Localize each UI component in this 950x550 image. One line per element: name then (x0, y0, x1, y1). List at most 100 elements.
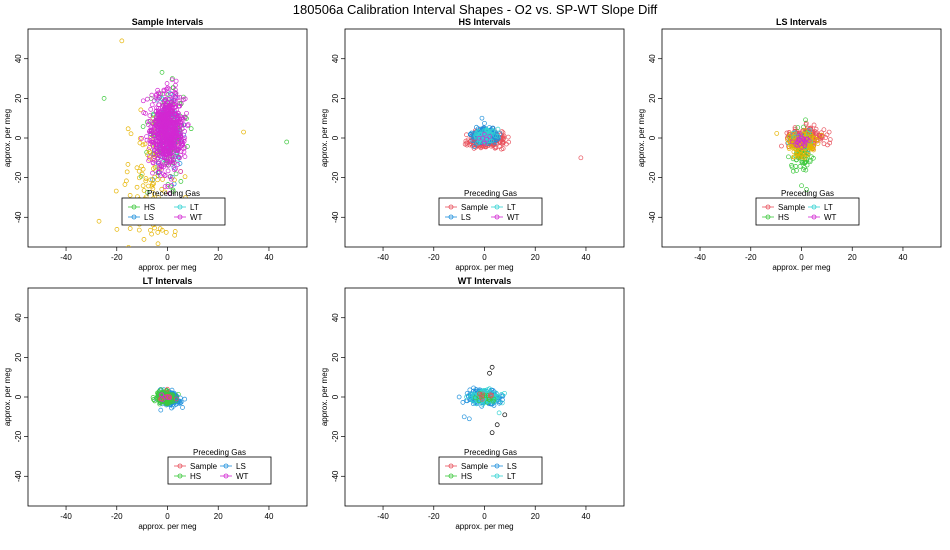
legend-swatch-marker (765, 214, 771, 220)
data-point-outlier (148, 177, 154, 183)
legend-entry-ls: LS (461, 213, 471, 222)
legend-swatch-marker (131, 204, 137, 210)
data-point-sample (501, 139, 506, 145)
data-point-outlier (127, 226, 133, 231)
data-point-gold (785, 137, 790, 143)
x-tick-label: -20 (428, 253, 440, 262)
data-point-wt (157, 143, 163, 149)
legend-swatch-marker (448, 473, 454, 479)
plot-title: Sample Intervals (132, 17, 204, 27)
data-point-outlier (124, 169, 130, 175)
legend-swatch-marker (494, 473, 500, 479)
y-tick-label: -20 (14, 171, 23, 183)
data-point-outlier (152, 164, 158, 170)
data-point-lt (495, 126, 501, 132)
data-point-ls (180, 405, 185, 410)
data-point-wt (168, 176, 174, 182)
y-tick-label: -40 (14, 211, 23, 223)
data-point-wt (155, 87, 160, 93)
data-point-sample (488, 393, 493, 399)
x-tick-label: 40 (265, 512, 274, 521)
points-group (150, 386, 188, 413)
data-point-wt (185, 123, 191, 129)
x-axis-label: approx. per meg (138, 522, 196, 531)
data-point-wt (165, 132, 171, 138)
y-tick-label: 40 (648, 54, 657, 63)
data-point-outlier (241, 129, 246, 135)
data-point-lt (807, 127, 813, 133)
legend-entry-lt: LT (190, 203, 199, 212)
data-point-gold (804, 151, 809, 157)
data-point-lt (472, 393, 478, 398)
data-point-hs (803, 117, 808, 123)
data-point-wt (794, 143, 800, 148)
data-point-wt (163, 394, 169, 400)
data-point-wt (160, 126, 165, 132)
data-point-outlier (163, 230, 169, 235)
data-point-ls (471, 385, 476, 391)
data-point-wt (165, 111, 170, 117)
plot-title: WT Intervals (458, 276, 512, 286)
data-point-sample (479, 396, 485, 402)
data-point-hs (797, 164, 803, 169)
y-tick-label: 20 (14, 352, 23, 361)
data-point-hs (170, 188, 176, 194)
data-point-wt (795, 137, 801, 143)
data-point-wt (178, 100, 184, 106)
data-point-sample (173, 396, 179, 402)
data-point-wt (157, 121, 162, 127)
data-point-outlier (466, 416, 472, 422)
x-tick-label: -20 (745, 253, 757, 262)
legend-swatch-marker (448, 463, 454, 469)
data-point-sample (467, 142, 473, 148)
y-axis-label: approx. per meg (637, 109, 646, 167)
data-point-outlier (502, 412, 508, 418)
data-point-sample (464, 142, 470, 148)
data-point-wt (165, 148, 170, 154)
data-point-wt (173, 95, 179, 100)
data-point-outlier (155, 177, 160, 183)
data-point-wt (149, 102, 155, 108)
data-point-wt (169, 77, 175, 83)
data-point-hs (789, 162, 794, 168)
data-point-wt (169, 119, 175, 125)
x-tick-label: -20 (428, 512, 440, 521)
data-point-wt (167, 190, 172, 196)
legend-title: Preceding Gas (464, 189, 517, 198)
data-point-hs (804, 162, 810, 168)
data-point-wt (150, 139, 156, 145)
data-point-outlier (284, 139, 290, 145)
legend-box (167, 456, 272, 485)
y-tick-label: -40 (14, 470, 23, 482)
data-point-wt (150, 170, 155, 176)
data-point-lt (475, 140, 481, 146)
data-point-outlier (150, 181, 155, 187)
data-point-wt (162, 173, 168, 178)
x-axis-label: approx. per meg (455, 263, 513, 272)
data-point-wt (175, 95, 181, 101)
legend-title: Preceding Gas (147, 189, 200, 198)
data-point-wt (806, 138, 812, 143)
data-point-outlier (152, 174, 158, 180)
y-tick-label: -20 (331, 171, 340, 183)
data-point-wt (167, 112, 173, 118)
data-point-sample (803, 120, 809, 126)
x-tick-label: 0 (482, 512, 487, 521)
legend-swatch-marker (223, 473, 229, 479)
data-point-wt (140, 98, 146, 104)
y-axis-label: approx. per meg (320, 109, 329, 167)
data-point-hs (790, 168, 796, 174)
legend-entry-hs: HS (461, 472, 472, 481)
data-point-wt (146, 118, 152, 124)
data-point-wt (182, 96, 188, 102)
data-point-wt (145, 96, 150, 102)
data-point-wt (174, 129, 180, 134)
data-point-ls (158, 407, 164, 413)
y-tick-label: 40 (331, 54, 340, 63)
data-point-wt (172, 134, 177, 139)
data-point-lt (490, 128, 496, 134)
data-point-outlier (179, 249, 183, 253)
x-tick-label: 0 (482, 253, 487, 262)
data-point-wt (161, 87, 167, 93)
data-point-wt (173, 123, 178, 129)
